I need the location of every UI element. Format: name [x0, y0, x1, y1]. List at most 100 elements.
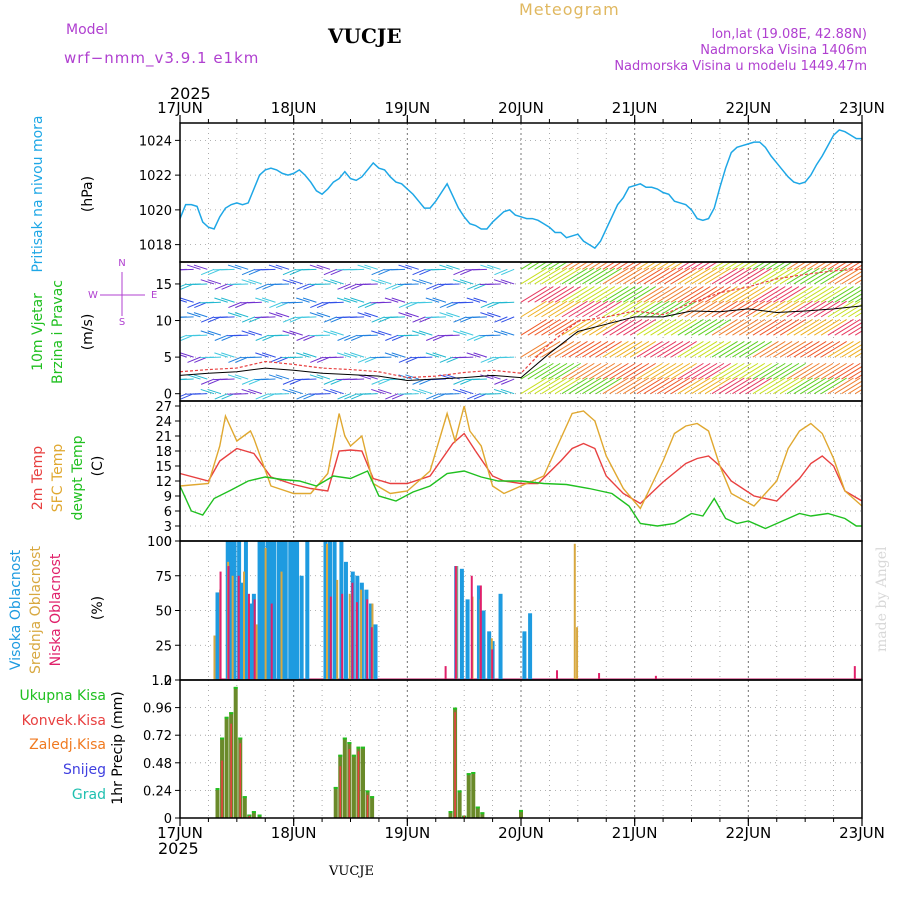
- wind-arrow: [582, 286, 609, 303]
- wind-arrow: [296, 283, 310, 290]
- wind-arrow: [534, 319, 561, 336]
- wind-arrow: [684, 286, 711, 303]
- wind-arrow: [779, 300, 806, 318]
- wind-arrow: [459, 356, 474, 359]
- wind-arrow: [861, 268, 862, 270]
- wind-arrow: [834, 340, 861, 358]
- wind-arrow: [534, 340, 561, 358]
- wind-arrow: [275, 356, 290, 363]
- cloud-label-low: Niska Oblacnost: [48, 553, 64, 666]
- year-label-top: 2025: [170, 84, 211, 103]
- wind-arrow: [629, 319, 656, 336]
- wind-arrow: [575, 340, 602, 358]
- wind-arrow: [616, 267, 643, 285]
- wind-arrow: [834, 267, 861, 285]
- wind-arrow: [206, 301, 221, 304]
- wind-arrow: [684, 267, 711, 285]
- high-cloud-bar: [215, 592, 220, 680]
- wind-arrow: [827, 262, 841, 270]
- wind-arrow: [779, 319, 806, 336]
- wind-arrow: [493, 330, 508, 336]
- wind-arrow: [704, 262, 719, 270]
- lonlat-label: lon,lat (19.08E, 42.88N): [711, 27, 867, 42]
- wind-arrow: [534, 262, 548, 270]
- wind-arrow: [732, 319, 759, 336]
- wind-arrow: [453, 316, 467, 323]
- wind-arrow: [330, 378, 344, 385]
- wind-arrow: [704, 300, 731, 318]
- wind-arrow: [609, 319, 636, 336]
- wind-arrow: [807, 362, 834, 380]
- high-cloud-bar: [465, 599, 470, 680]
- wind-arrow: [534, 362, 561, 380]
- wind-arrow: [364, 312, 378, 318]
- wind-arrow: [426, 393, 440, 400]
- wind-arrow: [418, 279, 433, 285]
- wind-arrow: [323, 279, 338, 285]
- wind-arrow: [248, 378, 263, 385]
- wind-ytick-label: 10: [155, 315, 172, 330]
- wind-arrow: [677, 319, 704, 336]
- wind-arrow: [848, 307, 862, 318]
- high-cloud-bar: [373, 624, 378, 680]
- wind-arrow: [854, 312, 862, 318]
- wind-arrow: [357, 264, 372, 270]
- wind-arrow: [732, 286, 759, 303]
- wind-arrow: [698, 262, 712, 270]
- wind-arrow: [180, 283, 194, 290]
- wind-arrow: [711, 286, 738, 303]
- wind-arrow: [398, 264, 413, 270]
- wind-arrow: [527, 300, 554, 318]
- wind-arrow: [766, 267, 793, 285]
- wind-mean-line: [179, 305, 863, 382]
- wind-arrow: [670, 340, 697, 358]
- wind-arrow: [214, 352, 228, 358]
- wind-arrow: [657, 362, 684, 380]
- wind-arrow: [759, 319, 786, 336]
- wind-arrow: [704, 286, 731, 303]
- precip-total-bar: [457, 790, 462, 818]
- precip-total-cap: [347, 742, 352, 745]
- wind-arrow: [384, 352, 399, 358]
- precip-total-cap: [338, 754, 343, 757]
- wind-arrow: [248, 316, 263, 323]
- wind-arrow: [527, 319, 554, 336]
- wind-arrow: [445, 393, 460, 395]
- wind-arrow: [588, 319, 616, 336]
- wind-arrow: [643, 262, 657, 270]
- wind-arrow: [786, 377, 813, 395]
- wind-arrow: [786, 262, 800, 270]
- wind-arrow: [412, 279, 426, 285]
- wind-arrow: [636, 319, 663, 336]
- precip-conv-bar: [339, 766, 342, 818]
- wind-arrow: [350, 352, 365, 358]
- wind-arrow: [684, 362, 711, 380]
- wind-arrow: [854, 374, 862, 380]
- wind-arrow: [282, 330, 297, 336]
- wind-arrow: [561, 340, 588, 358]
- wind-arrow: [745, 340, 772, 358]
- wind-arrow: [827, 362, 854, 380]
- wind-arrow: [582, 340, 609, 358]
- high-cloud-bar: [257, 541, 262, 680]
- wind-arrow: [343, 352, 358, 358]
- wind-arrow: [718, 300, 745, 318]
- wind-arrow: [773, 362, 800, 380]
- wind-arrow: [773, 262, 787, 270]
- precip-legend-hail: Grad: [72, 787, 106, 803]
- wind-arrow: [588, 340, 616, 358]
- wind-arrow: [602, 377, 629, 395]
- wind-arrow: [773, 267, 800, 285]
- wind-arrow: [309, 374, 324, 380]
- wind-arrow: [609, 286, 636, 303]
- wind-arrow: [446, 301, 460, 309]
- wind-arrow: [288, 356, 303, 359]
- wind-arrow: [718, 262, 732, 270]
- x-label-bottom: 22JUN: [725, 824, 771, 842]
- wind-arrow: [861, 378, 862, 380]
- precip-total-bar: [224, 716, 229, 818]
- wind-arrow: [446, 264, 460, 270]
- wind-arrow: [595, 377, 622, 395]
- wind-arrow: [663, 262, 678, 270]
- wind-arrow: [650, 267, 677, 285]
